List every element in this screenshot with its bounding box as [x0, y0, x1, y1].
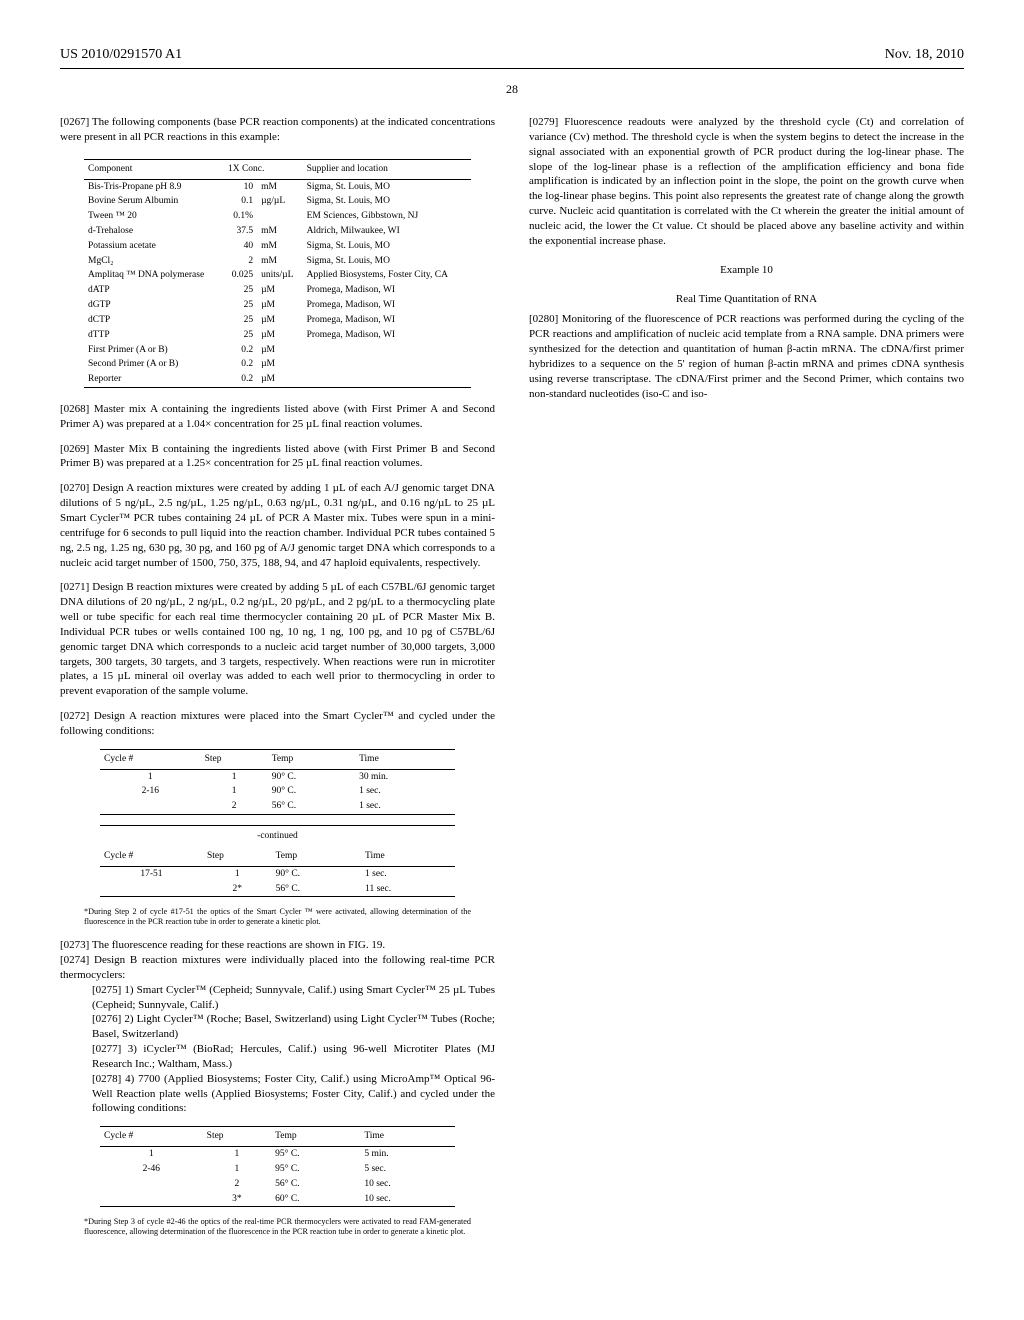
- table-row: Tween ™ 200.1%EM Sciences, Gibbstown, NJ: [84, 209, 471, 224]
- publication-date: Nov. 18, 2010: [885, 46, 964, 65]
- col-cycle: Cycle #: [100, 749, 201, 769]
- publication-number: US 2010/0291570 A1: [60, 46, 182, 65]
- body-columns: [0267] The following components (base PC…: [60, 115, 964, 1241]
- paragraph-0271: [0271] Design B reaction mixtures were c…: [60, 580, 495, 699]
- col-time: Time: [355, 749, 455, 769]
- table-row: 1195° C.5 min.: [100, 1147, 455, 1162]
- col-supplier: Supplier and location: [303, 159, 471, 179]
- table-row: MgCl₂2mMSigma, St. Louis, MO: [84, 254, 471, 269]
- paragraph-0280: [0280] Monitoring of the fluorescence of…: [529, 312, 964, 401]
- paragraph-0270: [0270] Design A reaction mixtures were c…: [60, 481, 495, 570]
- table-caption: -continued: [100, 826, 455, 847]
- table-row: dTTP25µMPromega, Madison, WI: [84, 328, 471, 343]
- cycle-table-b: Cycle # Step Temp Time 1195° C.5 min. 2-…: [100, 1126, 455, 1207]
- col-component: Component: [84, 159, 224, 179]
- table-row: 2-46195° C.5 sec.: [100, 1162, 455, 1177]
- col-temp: Temp: [271, 1127, 360, 1147]
- paragraph-0275: [0275] 1) Smart Cycler™ (Cepheid; Sunnyv…: [92, 983, 495, 1013]
- table-row: Bis-Tris-Propane pH 8.910mMSigma, St. Lo…: [84, 179, 471, 194]
- page-number: 28: [60, 81, 964, 97]
- table-row: 256° C.1 sec.: [100, 799, 455, 814]
- col-time: Time: [361, 847, 455, 866]
- table-row: 256° C.10 sec.: [100, 1177, 455, 1192]
- table-row: Amplitaq ™ DNA polymerase0.025units/µLAp…: [84, 268, 471, 283]
- paragraph-0272: [0272] Design A reaction mixtures were p…: [60, 709, 495, 739]
- paragraph-0279: [0279] Fluorescence readouts were analyz…: [529, 115, 964, 249]
- table-row: Reporter0.2µM: [84, 372, 471, 387]
- col-step: Step: [203, 847, 272, 866]
- cycle-table-a-continued: -continued Cycle # Step Temp Time 17-511…: [100, 825, 455, 897]
- paragraph-0267: [0267] The following components (base PC…: [60, 115, 495, 145]
- paragraph-0278: [0278] 4) 7700 (Applied Biosystems; Fost…: [92, 1072, 495, 1117]
- table-row: 3*60° C.10 sec.: [100, 1192, 455, 1207]
- table-row: dGTP25µMPromega, Madison, WI: [84, 298, 471, 313]
- col-cycle: Cycle #: [100, 1127, 203, 1147]
- col-step: Step: [201, 749, 268, 769]
- col-temp: Temp: [272, 847, 361, 866]
- example-title: Real Time Quantitation of RNA: [529, 292, 964, 307]
- table-footnote-1: *During Step 2 of cycle #17-51 the optic…: [84, 907, 471, 926]
- col-time: Time: [360, 1127, 455, 1147]
- table-row: Potassium acetate40mMSigma, St. Louis, M…: [84, 239, 471, 254]
- paragraph-0268: [0268] Master mix A containing the ingre…: [60, 402, 495, 432]
- paragraph-0269: [0269] Master Mix B containing the ingre…: [60, 442, 495, 472]
- table-row: dCTP25µMPromega, Madison, WI: [84, 313, 471, 328]
- table-row: 1190° C.30 min.: [100, 769, 455, 784]
- components-table: Component 1X Conc. Supplier and location…: [84, 159, 471, 388]
- table-row: 2*56° C.11 sec.: [100, 882, 455, 897]
- table-row: 2-16190° C.1 sec.: [100, 784, 455, 799]
- table-footnote-2: *During Step 3 of cycle #2-46 the optics…: [84, 1217, 471, 1236]
- paragraph-0277: [0277] 3) iCycler™ (BioRad; Hercules, Ca…: [92, 1042, 495, 1072]
- page-header: US 2010/0291570 A1 Nov. 18, 2010: [60, 46, 964, 69]
- paragraph-0273: [0273] The fluorescence reading for thes…: [60, 938, 495, 953]
- paragraph-0276: [0276] 2) Light Cycler™ (Roche; Basel, S…: [92, 1012, 495, 1042]
- table-row: d-Trehalose37.5mMAldrich, Milwaukee, WI: [84, 224, 471, 239]
- col-temp: Temp: [268, 749, 355, 769]
- col-step: Step: [203, 1127, 272, 1147]
- cycle-table-a: Cycle # Step Temp Time 1190° C.30 min. 2…: [100, 749, 455, 815]
- table-row: Second Primer (A or B)0.2µM: [84, 357, 471, 372]
- col-conc: 1X Conc.: [224, 159, 303, 179]
- table-row: First Primer (A or B)0.2µM: [84, 343, 471, 358]
- table-row: 17-51190° C.1 sec.: [100, 866, 455, 881]
- table-row: dATP25µMPromega, Madison, WI: [84, 283, 471, 298]
- table-row: Bovine Serum Albumin0.1µg/µLSigma, St. L…: [84, 194, 471, 209]
- paragraph-0274: [0274] Design B reaction mixtures were i…: [60, 953, 495, 983]
- col-cycle: Cycle #: [100, 847, 203, 866]
- example-number: Example 10: [529, 263, 964, 278]
